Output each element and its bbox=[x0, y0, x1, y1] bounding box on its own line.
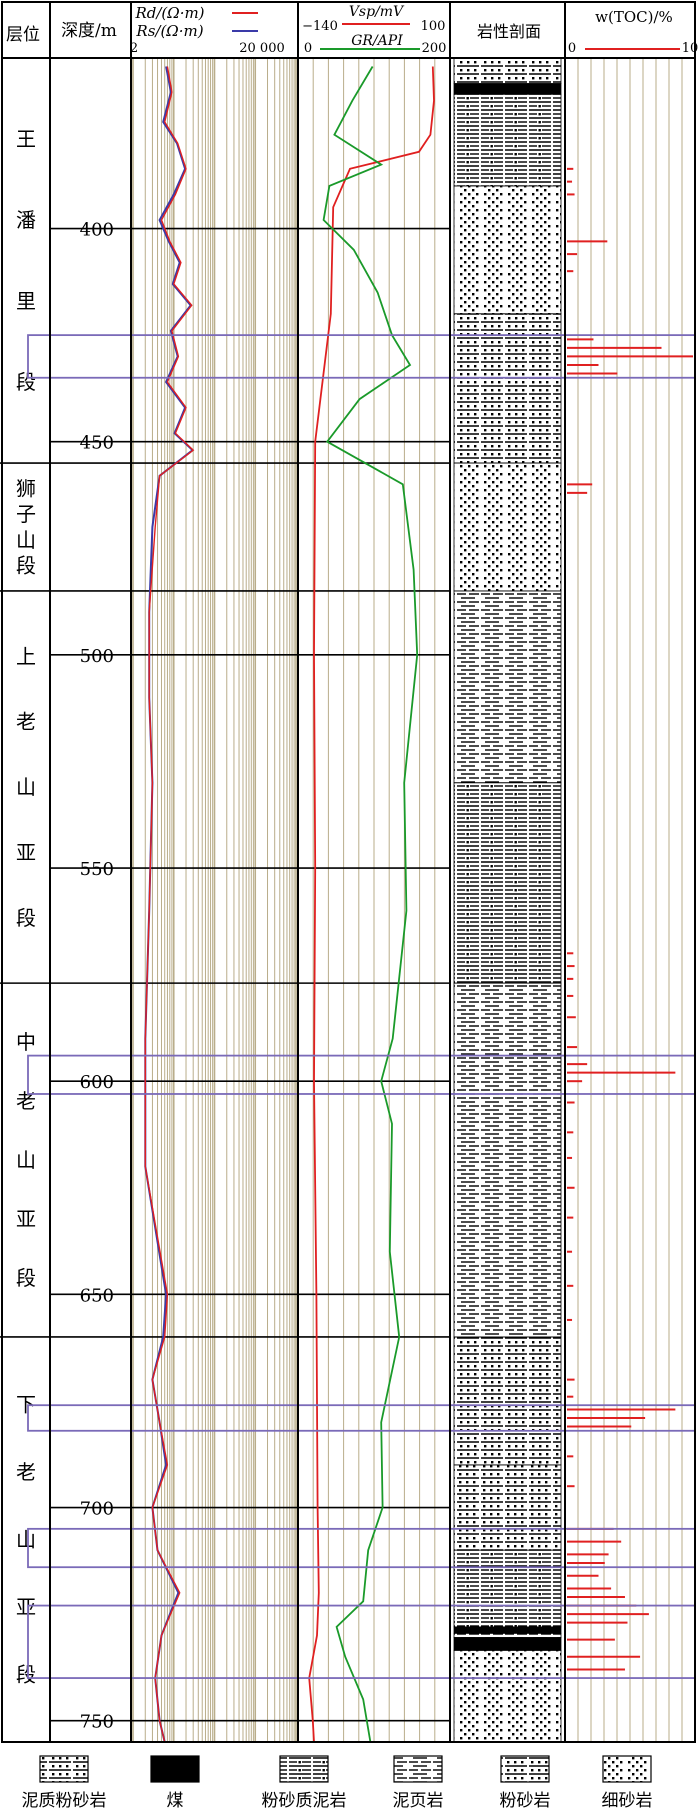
highlight-box bbox=[27, 1054, 696, 1095]
header-rd: Rd/(Ω·m) bbox=[134, 4, 204, 22]
lithology-coal bbox=[453, 83, 562, 95]
lithology-fine-sandstone bbox=[453, 185, 562, 315]
formation-name: 上老山亚段 bbox=[16, 644, 36, 929]
lithology-shale bbox=[453, 982, 562, 1338]
header-layer: 层位 bbox=[6, 25, 40, 45]
header-gr-min: 0 bbox=[304, 41, 312, 56]
lithology-coal bbox=[453, 1626, 562, 1634]
lithology-fine-sandstone bbox=[453, 462, 562, 592]
header-vsp-min: −140 bbox=[302, 19, 338, 34]
depth-tick-label: 400 bbox=[80, 220, 114, 241]
legend-label-muddy-siltstone: 泥质粉砂岩 bbox=[22, 1791, 107, 1808]
depth-tick-label: 450 bbox=[80, 433, 114, 454]
depth-tick-label: 500 bbox=[80, 646, 114, 667]
header-vsp-max: 100 bbox=[421, 19, 446, 34]
legend-label-coal: 煤 bbox=[167, 1791, 184, 1808]
legend-swatch-silty-mudstone bbox=[279, 1755, 329, 1783]
lithology-fine-sandstone bbox=[453, 1649, 562, 1743]
formation-name: 狮子山段 bbox=[16, 477, 36, 578]
formation-name: 王潘里段 bbox=[16, 127, 36, 394]
lithology-muddy-siltstone bbox=[453, 313, 562, 464]
legend-label-fine-sandstone: 细砂岩 bbox=[602, 1791, 653, 1808]
header-lith: 岩性剖面 bbox=[477, 22, 541, 41]
formation-name: 中老山亚段 bbox=[16, 1030, 36, 1290]
depth-tick-label: 550 bbox=[80, 859, 114, 880]
legend-label-silty-mudstone: 粉砂质泥岩 bbox=[262, 1791, 347, 1808]
gr-curve bbox=[322, 66, 419, 1743]
lithology-shale bbox=[453, 590, 562, 784]
highlight-box bbox=[27, 1604, 696, 1679]
legend-swatch-muddy-siltstone bbox=[39, 1755, 89, 1783]
lithology-siltstone bbox=[453, 1464, 562, 1551]
vsp-curve bbox=[308, 66, 435, 1743]
header-rs: Rs/(Ω·m) bbox=[135, 22, 203, 40]
log-frame bbox=[1, 1, 696, 1743]
depth-tick-label: 650 bbox=[80, 1285, 114, 1306]
depth-tick-label: 700 bbox=[80, 1499, 114, 1520]
lithology-coal bbox=[453, 1637, 562, 1651]
lithology-silty-mudstone bbox=[453, 1549, 562, 1628]
highlight-box bbox=[27, 1527, 696, 1569]
lithology-muddy-siltstone bbox=[453, 1336, 562, 1466]
header-res-min: 2 bbox=[130, 41, 138, 56]
header-gr: GR/API bbox=[351, 33, 403, 49]
depth-tick-label: 750 bbox=[80, 1712, 114, 1733]
header-vsp: Vsp/mV bbox=[349, 4, 405, 20]
formation-name: 下老山亚段 bbox=[16, 1392, 36, 1686]
legend-swatch-shale bbox=[393, 1755, 443, 1783]
header-depth: 深度/m bbox=[61, 21, 117, 41]
depth-tick-label: 600 bbox=[80, 1072, 114, 1093]
legend-label-siltstone: 粉砂岩 bbox=[500, 1791, 551, 1808]
rd-curve bbox=[144, 66, 195, 1743]
lithology-shale bbox=[453, 1632, 562, 1638]
legend-swatch-coal bbox=[150, 1755, 200, 1783]
legend-swatch-siltstone bbox=[500, 1755, 550, 1783]
header-toc-min: 0 bbox=[568, 41, 576, 56]
legend-swatch-fine-sandstone bbox=[602, 1755, 652, 1783]
lithology-muddy-siltstone bbox=[453, 57, 562, 84]
header-gr-max: 200 bbox=[422, 41, 447, 56]
lithology-silty-mudstone bbox=[453, 782, 562, 984]
header-res-max: 20 000 bbox=[239, 41, 285, 56]
header-toc: w(TOC)/% bbox=[595, 8, 673, 26]
lithology-silty-mudstone bbox=[453, 93, 562, 187]
legend-label-shale: 泥页岩 bbox=[393, 1791, 444, 1808]
